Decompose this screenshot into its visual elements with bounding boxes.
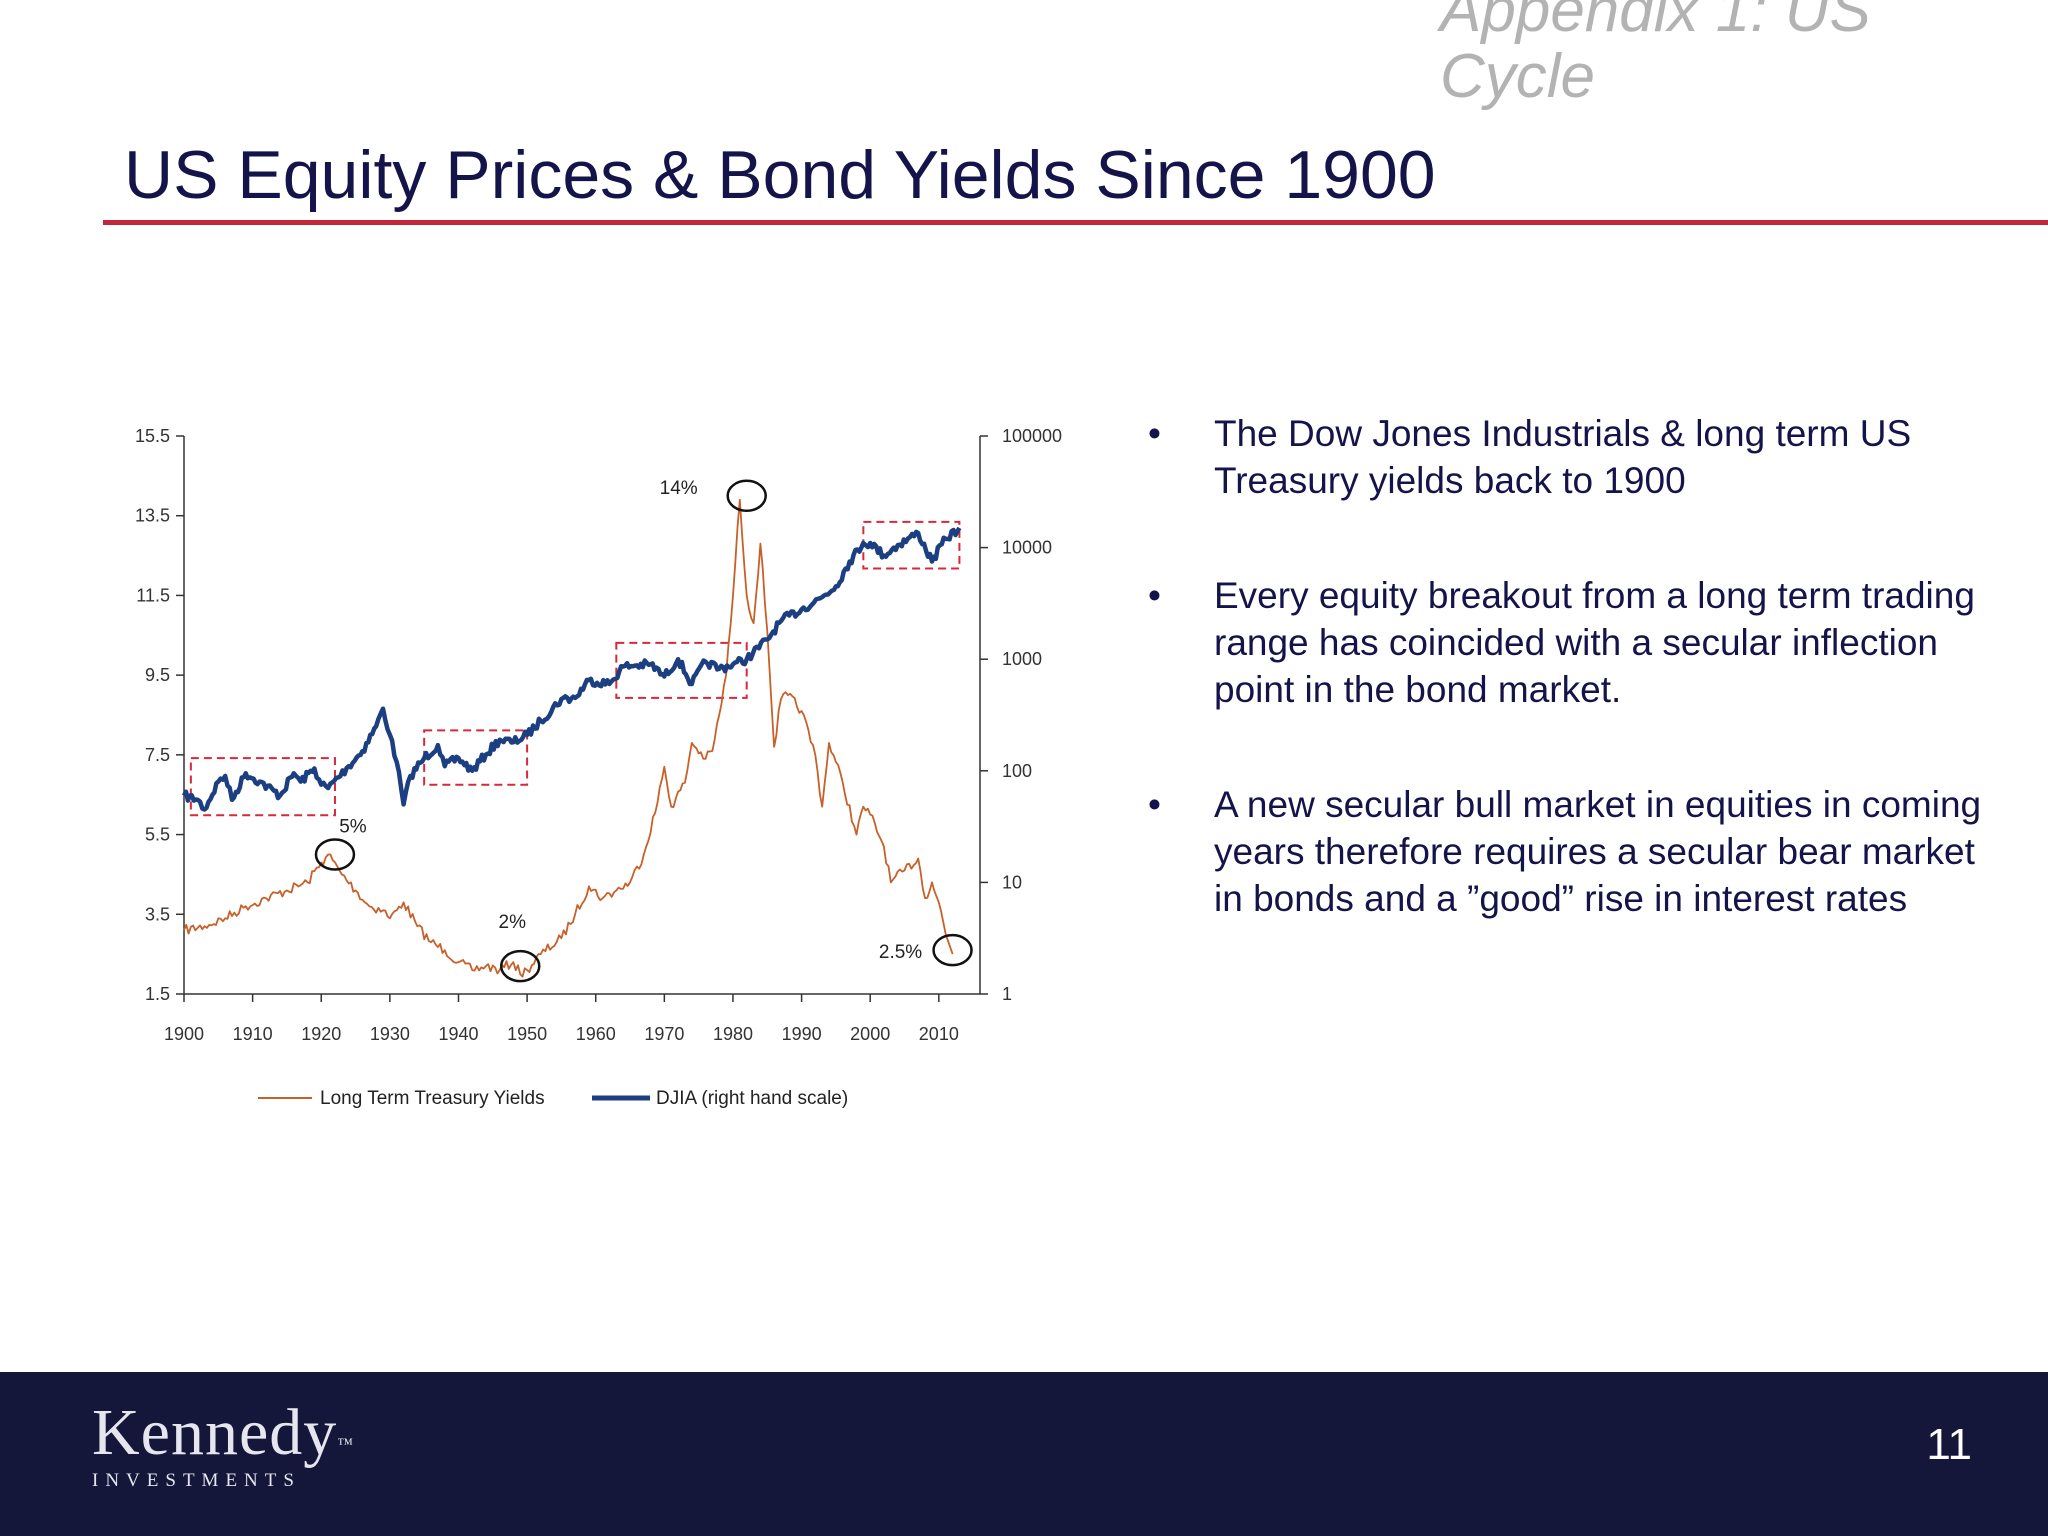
section-title: Appendix 1: US Cycle (1440, 0, 1871, 111)
x-tick-label: 1960 (576, 1024, 616, 1044)
page-number: 11 (1926, 1420, 1972, 1469)
x-tick-label: 2010 (919, 1024, 959, 1044)
left-y-tick-label: 3.5 (145, 904, 170, 924)
annotation-circle (726, 479, 767, 513)
footer-bar (0, 1372, 2048, 1536)
x-tick-label: 1950 (507, 1024, 547, 1044)
bullet-marker: • (1148, 575, 1161, 616)
bullet-list: • The Dow Jones Industrials & long term … (1148, 410, 1998, 990)
right-y-tick-label: 10000 (1002, 538, 1052, 558)
bullet-text: Every equity breakout from a long term t… (1214, 575, 1975, 710)
title-divider (103, 220, 2048, 225)
equity-bond-chart: 1.5 3.5 5.5 7.5 9.5 11.5 13.5 15.5 1 10 100 1000 100… (108, 400, 1108, 1120)
x-tick-label: 1920 (301, 1024, 341, 1044)
kennedy-logo: Kennedy™ INVESTMENTS (92, 1398, 432, 1508)
right-y-tick-label: 1 (1002, 984, 1012, 1004)
left-y-tick-label: 15.5 (135, 426, 170, 446)
bullet-marker: • (1148, 413, 1161, 454)
right-y-tick-label: 1000 (1002, 649, 1042, 669)
right-y-tick-label: 100 (1002, 761, 1032, 781)
logo-subtitle: INVESTMENTS (92, 1470, 301, 1491)
x-tick-label: 1910 (233, 1024, 273, 1044)
trading-range-box (615, 641, 748, 699)
chart-svg: 1.5 3.5 5.5 7.5 9.5 11.5 13.5 15.5 1 10 100 1000 100… (135, 426, 1062, 1109)
bullet-item: • Every equity breakout from a long term… (1148, 572, 1998, 713)
logo-wordmark: Kennedy™ (92, 1396, 354, 1469)
series-line-treasury-yields (183, 498, 954, 978)
series-line-djia (181, 526, 962, 812)
slide-title: US Equity Prices & Bond Yields Since 190… (124, 137, 1436, 213)
bullet-text: The Dow Jones Industrials & long term US… (1214, 413, 1912, 501)
x-tick-label: 2000 (850, 1024, 890, 1044)
annotation-circle (932, 933, 973, 967)
right-y-tick-label: 100000 (1002, 426, 1062, 446)
left-y-tick-label: 9.5 (145, 665, 170, 685)
x-tick-label: 1930 (370, 1024, 410, 1044)
x-tick-label: 1900 (164, 1024, 204, 1044)
bullet-marker: • (1148, 784, 1161, 825)
annotation-label: 2.5% (879, 942, 922, 963)
x-tick-label: 1970 (644, 1024, 684, 1044)
annotation-label: 14% (660, 478, 698, 499)
left-y-tick-label: 1.5 (145, 984, 170, 1004)
annotation-circle (499, 949, 541, 983)
right-y-tick-label: 10 (1002, 872, 1022, 892)
left-y-tick-label: 11.5 (136, 585, 170, 605)
x-tick-label: 1980 (713, 1024, 753, 1044)
bullet-text: A new secular bull market in equities in… (1214, 784, 1982, 919)
bullet-item: • The Dow Jones Industrials & long term … (1148, 410, 1998, 504)
legend-label-djia: DJIA (right hand scale) (656, 1088, 848, 1109)
legend-label-treasury-yields: Long Term Treasury Yields (320, 1088, 545, 1109)
x-tick-label: 1940 (438, 1024, 478, 1044)
annotation-label: 5% (339, 817, 367, 838)
left-y-tick-label: 13.5 (135, 506, 170, 526)
left-y-tick-label: 5.5 (145, 825, 170, 845)
x-tick-label: 1990 (782, 1024, 822, 1044)
left-y-tick-label: 7.5 (145, 745, 170, 765)
bullet-item: • A new secular bull market in equities … (1148, 781, 1998, 922)
trading-range-box (189, 757, 336, 817)
annotation-label: 2% (499, 912, 527, 933)
annotation-circle (314, 838, 356, 871)
